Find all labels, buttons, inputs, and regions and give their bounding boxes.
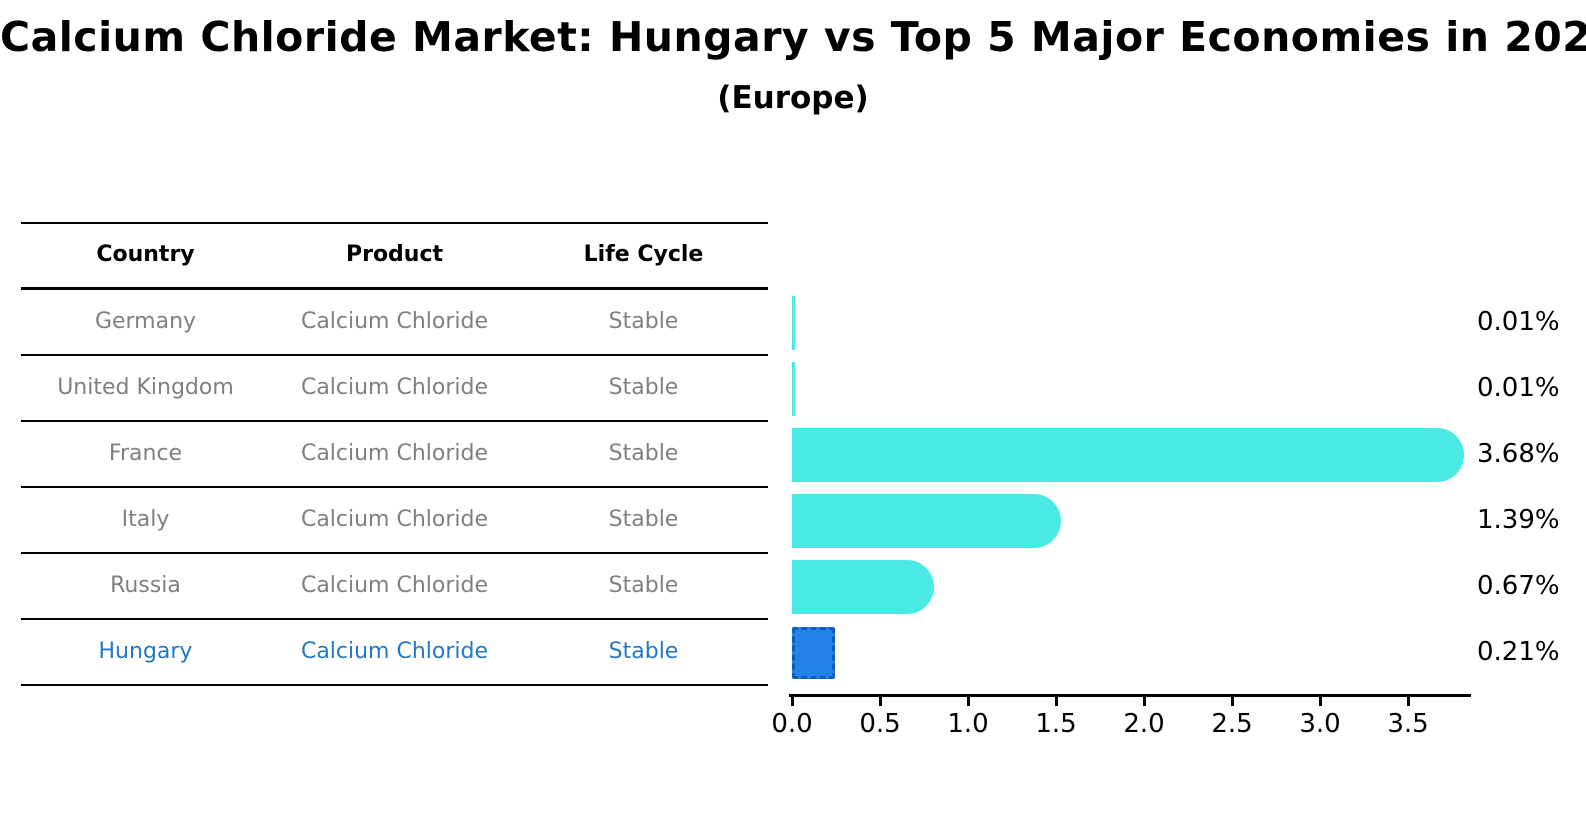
bar-france — [792, 428, 1464, 482]
lifecycle-cell: Stable — [608, 308, 679, 334]
bar-russia — [792, 560, 934, 614]
x-axis-tick-label: 3.5 — [1387, 709, 1429, 739]
table-row-hungary: Hungary Calcium Chloride Stable — [21, 620, 768, 686]
x-axis-tick-mark — [1142, 697, 1146, 706]
table-header-lifecycle: Life Cycle — [583, 242, 704, 268]
x-axis-tick-mark — [878, 697, 882, 706]
lifecycle-cell: Stable — [608, 440, 679, 466]
country-cell: Italy — [121, 506, 170, 532]
x-axis-tick-label: 0.0 — [771, 709, 813, 739]
country-cell: France — [108, 440, 183, 466]
chart-title: Calcium Chloride Market: Hungary vs Top … — [0, 13, 1586, 61]
bar-hungary — [792, 627, 835, 679]
lifecycle-cell: Stable — [608, 374, 679, 400]
country-cell: Hungary — [98, 638, 193, 664]
country-table: Country Product Life Cycle Germany Calciu… — [21, 222, 768, 686]
bar-value-label-russia: 0.67% — [1477, 571, 1560, 601]
x-axis-tick-label: 0.5 — [859, 709, 901, 739]
table-row-russia: Russia Calcium Chloride Stable — [21, 554, 768, 620]
lifecycle-cell: Stable — [608, 638, 679, 664]
bar-value-label-united-kingdom: 0.01% — [1477, 373, 1560, 403]
bar-italy — [792, 494, 1061, 548]
table-header-product: Product — [345, 242, 444, 268]
lifecycle-cell: Stable — [608, 572, 679, 598]
table-row-germany: Germany Calcium Chloride Stable — [21, 290, 768, 356]
chart-subtitle: (Europe) — [717, 80, 869, 116]
bar-value-label-germany: 0.01% — [1477, 307, 1560, 337]
bar-germany — [792, 296, 795, 350]
product-cell: Calcium Chloride — [300, 374, 489, 400]
table-row-italy: Italy Calcium Chloride Stable — [21, 488, 768, 554]
x-axis-tick-mark — [790, 697, 794, 706]
lifecycle-cell: Stable — [608, 506, 679, 532]
product-cell: Calcium Chloride — [300, 572, 489, 598]
bar-value-label-hungary: 0.21% — [1477, 637, 1560, 667]
x-axis-tick-label: 1.5 — [1035, 709, 1077, 739]
table-body: Germany Calcium Chloride Stable United King… — [21, 290, 768, 686]
x-axis-line — [789, 694, 1471, 697]
x-axis-tick-mark — [1406, 697, 1410, 706]
x-axis-tick-mark — [966, 697, 970, 706]
bar-united-kingdom — [792, 362, 795, 416]
table-row-france: France Calcium Chloride Stable — [21, 422, 768, 488]
x-axis-tick-mark — [1230, 697, 1234, 706]
bar-value-label-france: 3.68% — [1477, 439, 1560, 469]
product-cell: Calcium Chloride — [300, 440, 489, 466]
x-axis-tick-mark — [1318, 697, 1322, 706]
x-axis-tick-mark — [1054, 697, 1058, 706]
table-header-country: Country — [96, 242, 195, 268]
bar-value-label-italy: 1.39% — [1477, 505, 1560, 535]
x-axis-tick-label: 2.0 — [1123, 709, 1165, 739]
table-header-row: Country Product Life Cycle — [21, 222, 768, 290]
product-cell: Calcium Chloride — [300, 308, 489, 334]
x-axis-tick-label: 2.5 — [1211, 709, 1253, 739]
country-cell: Russia — [110, 572, 181, 598]
product-cell: Calcium Chloride — [300, 506, 489, 532]
product-cell: Calcium Chloride — [300, 638, 489, 664]
country-cell: Germany — [94, 308, 197, 334]
x-axis-tick-label: 3.0 — [1299, 709, 1341, 739]
table-row-united-kingdom: United Kingdom Calcium Chloride Stable — [21, 356, 768, 422]
country-cell: United Kingdom — [57, 374, 234, 400]
x-axis-tick-label: 1.0 — [947, 709, 989, 739]
